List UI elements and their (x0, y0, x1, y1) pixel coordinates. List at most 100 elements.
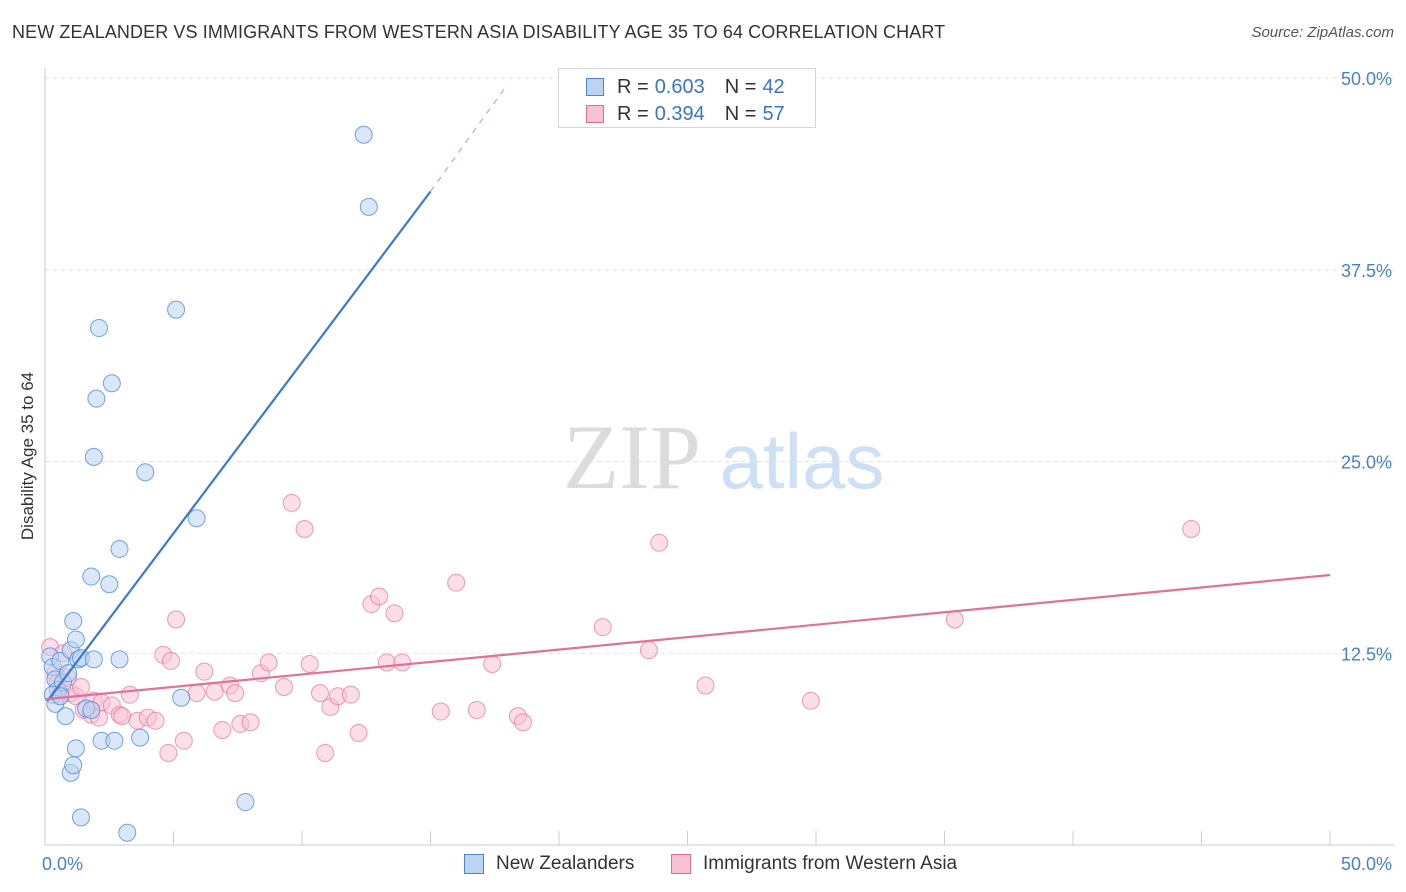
data-point-immigrants-western-asia (159, 743, 178, 762)
data-point-new-zealanders (105, 731, 124, 750)
legend-swatch-new-zealanders (464, 854, 484, 874)
legend-n-value: 57 (762, 102, 785, 125)
data-point-immigrants-western-asia (275, 677, 294, 696)
legend-r-value: 0.394 (654, 102, 705, 125)
legend-item-new-zealanders: New Zealanders (464, 850, 634, 878)
data-point-new-zealanders (110, 539, 129, 558)
data-point-immigrants-western-asia (71, 677, 90, 696)
data-point-new-zealanders (187, 509, 206, 528)
axes (44, 68, 1395, 846)
data-point-new-zealanders (102, 374, 121, 393)
data-point-new-zealanders (82, 567, 101, 586)
data-point-immigrants-western-asia (120, 685, 139, 704)
data-point-new-zealanders (354, 125, 373, 144)
data-point-immigrants-western-asia (467, 701, 486, 720)
data-point-immigrants-western-asia (195, 662, 214, 681)
legend-n-label: N = (724, 102, 757, 125)
data-point-immigrants-western-asia (431, 702, 450, 721)
data-point-new-zealanders (236, 793, 255, 812)
data-point-new-zealanders (64, 756, 83, 775)
x-tick-labels: 0.0% 50.0% (42, 854, 1392, 874)
data-point-immigrants-western-asia (593, 618, 612, 637)
grid-lines (45, 77, 1395, 654)
watermark: ZIP atlas (563, 406, 884, 508)
legend-item-immigrants-western-asia: Immigrants from Western Asia (671, 850, 957, 878)
y-tick-label: 50.0% (1341, 69, 1392, 89)
y-tick-label: 37.5% (1341, 261, 1392, 281)
data-point-new-zealanders (89, 319, 108, 338)
data-point-immigrants-western-asia (282, 493, 301, 512)
data-point-new-zealanders (110, 650, 129, 669)
stats-legend: R = 0.603 N = 42 R = 0.394 N = 57 (558, 68, 816, 128)
trend-line-new-zealanders (46, 190, 432, 702)
data-point-new-zealanders (359, 197, 378, 216)
data-point-immigrants-western-asia (447, 573, 466, 592)
data-point-new-zealanders (56, 707, 75, 726)
data-point-immigrants-western-asia (310, 684, 329, 703)
data-point-immigrants-western-asia (801, 691, 820, 710)
y-tick-label: 25.0% (1341, 453, 1392, 473)
data-point-new-zealanders (64, 612, 83, 631)
data-point-new-zealanders (100, 575, 119, 594)
data-point-immigrants-western-asia (1182, 519, 1201, 538)
legend-swatch-pink (586, 105, 604, 123)
data-point-immigrants-western-asia (945, 610, 964, 629)
legend-r-label: R = (617, 102, 649, 125)
legend-r-value: 0.603 (654, 75, 705, 98)
data-point-immigrants-western-asia (341, 685, 360, 704)
data-point-immigrants-western-asia (259, 653, 278, 672)
chart-title: NEW ZEALANDER VS IMMIGRANTS FROM WESTERN… (12, 22, 946, 42)
data-point-new-zealanders (131, 728, 150, 747)
legend-n-value: 42 (762, 75, 785, 98)
data-point-immigrants-western-asia (385, 604, 404, 623)
data-point-new-zealanders (136, 463, 155, 482)
legend-row-pink: R = 0.394 N = 57 (586, 101, 785, 127)
source-label: Source: ZipAtlas.com (1251, 24, 1394, 41)
data-point-new-zealanders (167, 300, 186, 319)
legend-r-label: R = (617, 75, 649, 98)
data-point-new-zealanders (172, 688, 191, 707)
trend-line-new-zealanders-extension (430, 83, 509, 192)
watermark-zip: ZIP (563, 406, 701, 508)
data-point-immigrants-western-asia (639, 641, 658, 660)
x-tick-label: 0.0% (42, 854, 83, 874)
data-point-immigrants-western-asia (650, 533, 669, 552)
data-point-immigrants-western-asia (161, 651, 180, 670)
data-point-immigrants-western-asia (241, 713, 260, 732)
series-legend: New Zealanders Immigrants from Western A… (0, 850, 1406, 878)
watermark-atlas: atlas (720, 417, 885, 505)
legend-label-immigrants-western-asia: Immigrants from Western Asia (703, 853, 958, 874)
data-point-immigrants-western-asia (377, 653, 396, 672)
data-point-new-zealanders (87, 389, 106, 408)
data-point-immigrants-western-asia (696, 676, 715, 695)
y-tick-label: 12.5% (1341, 644, 1392, 664)
data-point-immigrants-western-asia (187, 684, 206, 703)
data-point-new-zealanders (82, 701, 101, 720)
data-point-immigrants-western-asia (295, 519, 314, 538)
data-point-immigrants-western-asia (167, 610, 186, 629)
data-point-immigrants-western-asia (483, 654, 502, 673)
data-point-immigrants-western-asia (213, 720, 232, 739)
data-point-immigrants-western-asia (146, 711, 165, 730)
data-point-immigrants-western-asia (514, 713, 533, 732)
x-tick-label: 50.0% (1341, 854, 1392, 874)
data-point-new-zealanders (84, 650, 103, 669)
data-point-new-zealanders (84, 447, 103, 466)
y-tick-labels: 12.5% 25.0% 37.5% 50.0% (1341, 69, 1392, 664)
data-point-immigrants-western-asia (226, 684, 245, 703)
data-point-immigrants-western-asia (174, 731, 193, 750)
legend-n-label: N = (724, 75, 757, 98)
data-point-immigrants-western-asia (349, 724, 368, 743)
legend-label-new-zealanders: New Zealanders (496, 853, 635, 874)
data-point-immigrants-western-asia (393, 653, 412, 672)
data-point-immigrants-western-asia (205, 682, 224, 701)
trend-lines (44, 83, 1331, 702)
data-point-new-zealanders (71, 808, 90, 827)
data-point-immigrants-western-asia (113, 707, 132, 726)
data-point-new-zealanders (66, 739, 85, 758)
data-point-new-zealanders (66, 630, 85, 649)
trend-line-immigrants-western-asia (44, 573, 1331, 701)
legend-row-blue: R = 0.603 N = 42 (586, 74, 785, 100)
legend-swatch-immigrants-western-asia (671, 854, 691, 874)
